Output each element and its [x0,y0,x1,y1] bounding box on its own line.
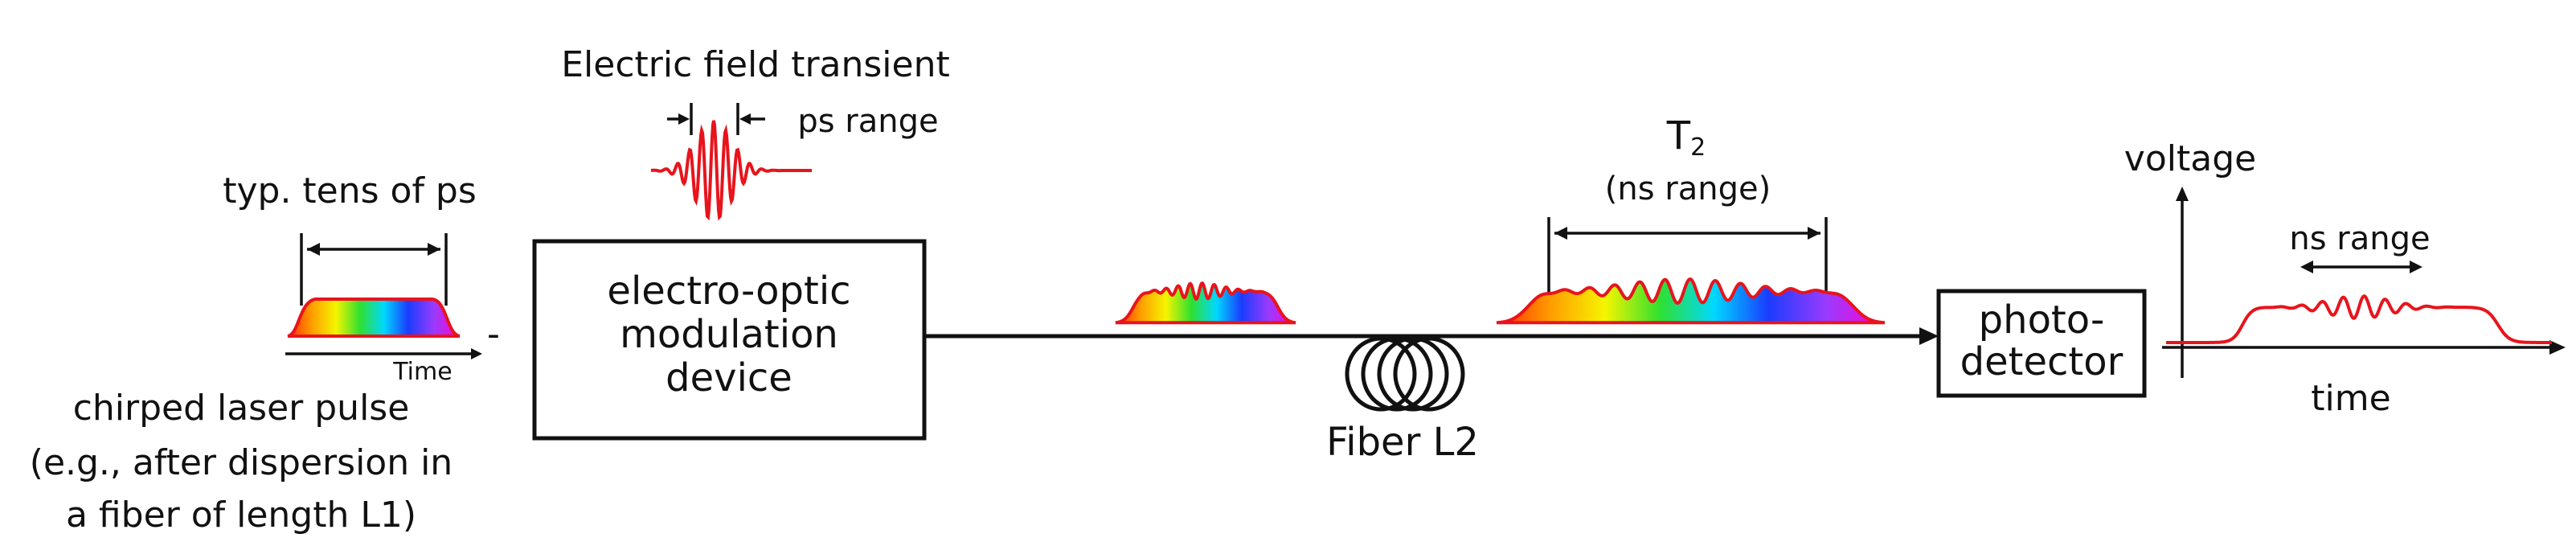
ps-range-arrowhead-left [678,113,690,125]
ns-range-arrowheads [2300,261,2422,273]
chirped-pulse-group: typ. tens of ps Time - chirped laser pul… [30,170,500,536]
ps-range-label: ps range [797,103,938,140]
field-transient-waveform [650,120,812,221]
fiber-coil-icon [1345,336,1465,412]
pulse-time-axis-arrowhead [471,348,482,359]
chirped-pulse-label-line1: chirped laser pulse [73,388,410,429]
t2-label: T2 [1666,113,1706,162]
ps-range-arrowhead-right [739,113,751,125]
ns-range-label: ns range [2289,220,2430,257]
time-axis-arrowhead [2549,340,2566,355]
voltage-axis-label: voltage [2124,138,2256,179]
t2-range-label: (ns range) [1605,170,1771,207]
pulse-time-label: Time [392,358,452,386]
modulated-pulse-short [1115,281,1296,325]
voltage-trace [2166,294,2552,344]
chirped-pulse-label-line3: a fiber of length L1) [66,495,416,536]
photodetector-box [1936,289,2147,398]
photodetector-label-line1: photo- [1979,298,2105,343]
modulated-pulse-short-shape [1115,281,1296,325]
eo-modulator-box [532,239,927,441]
optical-path-arrowhead [1919,327,1939,345]
field-transient-title: Electric field transient [561,44,950,85]
voltage-axis-arrowhead [2176,187,2189,201]
chirped-pulse-label-line2: (e.g., after dispersion in [30,442,453,483]
eo-modulator-label-line2: modulation [620,312,838,357]
photodetector-label-line2: detector [1960,339,2123,384]
time-axis-label: time [2311,378,2390,419]
field-transient-group: Electric field transient ps range [561,44,950,221]
photodetector: photo- detector [1936,289,2147,398]
eo-modulator: electro-optic modulation device [532,239,927,441]
fiber-label: Fiber L2 [1326,420,1479,465]
voltage-plot: voltage time ns range [2124,138,2566,419]
eo-modulator-label-line3: device [666,355,792,400]
stretched-pulse-group: T2 (ns range) [1496,113,1886,325]
stretched-pulse-shape [1496,277,1886,325]
pulse-duration-label: typ. tens of ps [223,170,477,211]
dash-label: - [487,314,500,355]
chirped-pulse-shape [287,298,461,338]
eo-modulator-label-line1: electro-optic [607,269,850,314]
